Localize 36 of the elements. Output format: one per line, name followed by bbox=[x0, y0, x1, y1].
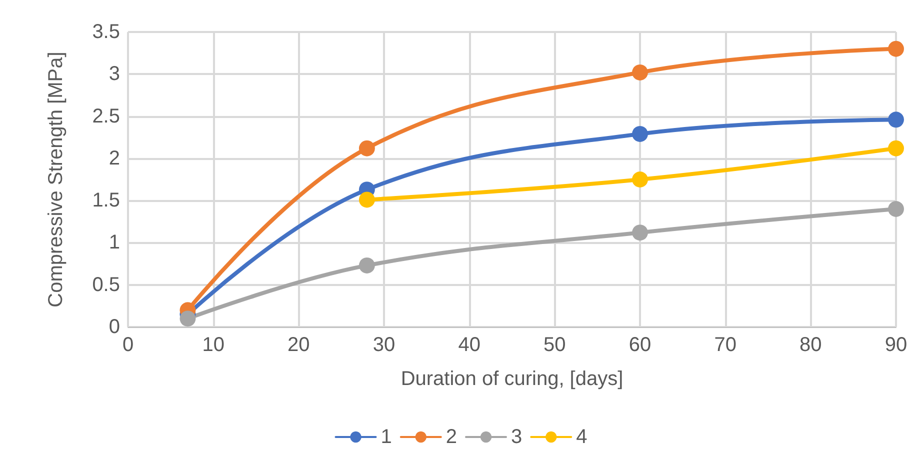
point bbox=[632, 172, 648, 188]
y-tick-label: 0 bbox=[108, 316, 120, 338]
x-tick-label: 70 bbox=[714, 334, 736, 356]
x-tick-label: 20 bbox=[288, 334, 310, 356]
legend-label: 4 bbox=[576, 426, 588, 448]
x-axis-title: Duration of curing, [days] bbox=[400, 368, 624, 390]
point bbox=[888, 112, 904, 128]
y-tick-label: 2 bbox=[108, 147, 120, 170]
x-tick-label: 80 bbox=[800, 334, 822, 356]
point bbox=[888, 40, 904, 57]
y-tick-label: 3 bbox=[108, 63, 120, 86]
legend-label: 3 bbox=[511, 426, 522, 448]
x-tick-label: 0 bbox=[122, 334, 134, 356]
point bbox=[632, 224, 648, 241]
x-tick-label: 60 bbox=[628, 334, 652, 356]
x-tick-label: 30 bbox=[372, 334, 396, 356]
y-tick-label: 1 bbox=[108, 232, 120, 254]
point bbox=[358, 140, 375, 156]
x-tick-label: 40 bbox=[458, 334, 480, 356]
x-tick-label: 90 bbox=[884, 334, 908, 356]
point bbox=[632, 126, 648, 142]
point bbox=[632, 64, 648, 80]
x-tick-label: 50 bbox=[544, 334, 566, 356]
y-tick-label: 1.5 bbox=[92, 190, 120, 212]
point bbox=[180, 310, 196, 327]
point bbox=[888, 140, 904, 156]
x-tick-label: 10 bbox=[202, 334, 224, 356]
point bbox=[358, 192, 375, 208]
y-tick-label: 0.5 bbox=[92, 274, 120, 296]
legend-label: 2 bbox=[446, 426, 457, 448]
point bbox=[888, 201, 904, 217]
y-tick-label: 3.5 bbox=[92, 21, 120, 43]
legend-label: 1 bbox=[380, 426, 392, 448]
y-axis-title: Compressive Strength [MPa] bbox=[45, 52, 67, 308]
y-tick-label: 2.5 bbox=[92, 105, 120, 128]
point bbox=[358, 257, 375, 274]
